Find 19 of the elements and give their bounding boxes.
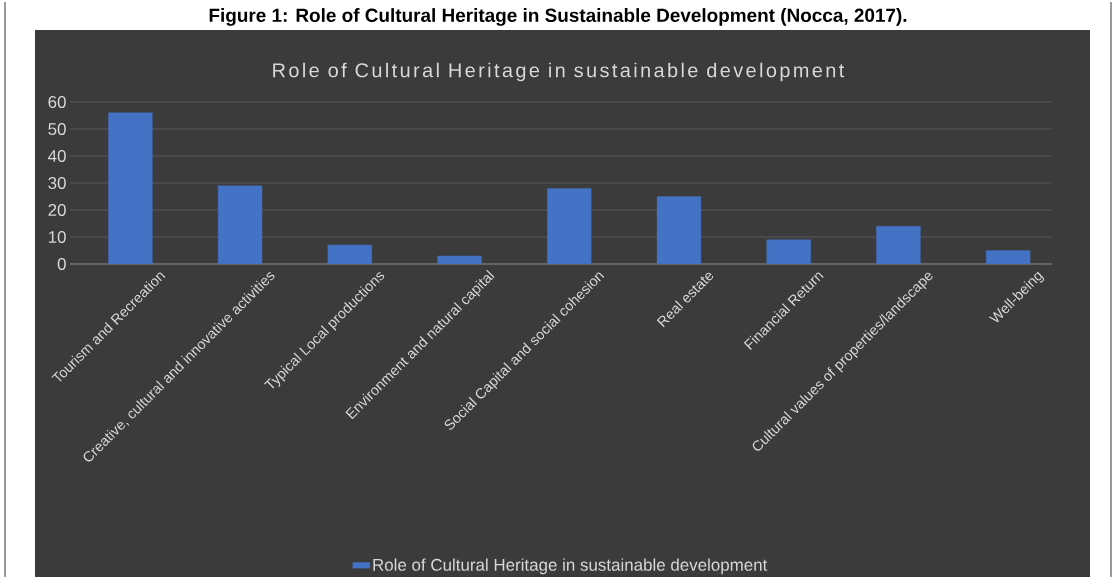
bar xyxy=(985,250,1031,264)
bar xyxy=(547,188,592,264)
bar xyxy=(327,244,372,264)
bar xyxy=(766,239,811,264)
legend-label: Role of Cultural Heritage in sustainable development xyxy=(373,558,768,575)
y-tick-label: 30 xyxy=(48,176,66,189)
bar xyxy=(656,196,702,264)
y-tick-label: 10 xyxy=(48,230,66,243)
bar xyxy=(217,185,263,264)
y-tick-label: 60 xyxy=(48,95,66,108)
y-tick-label: 50 xyxy=(48,122,66,135)
chart-title: Figure 1: Role of Cultural Heritage in Sustainable Development (Nocca, 2017). xyxy=(209,8,907,26)
bar xyxy=(108,112,153,264)
bar xyxy=(437,255,482,264)
bar xyxy=(876,225,921,264)
y-tick-label: 20 xyxy=(48,203,66,216)
y-tick-label: 40 xyxy=(48,149,66,162)
y-tick-label: 0 xyxy=(57,257,66,270)
chart-subtitle: Role of Cultural Heritage in sustainable development xyxy=(273,62,845,82)
